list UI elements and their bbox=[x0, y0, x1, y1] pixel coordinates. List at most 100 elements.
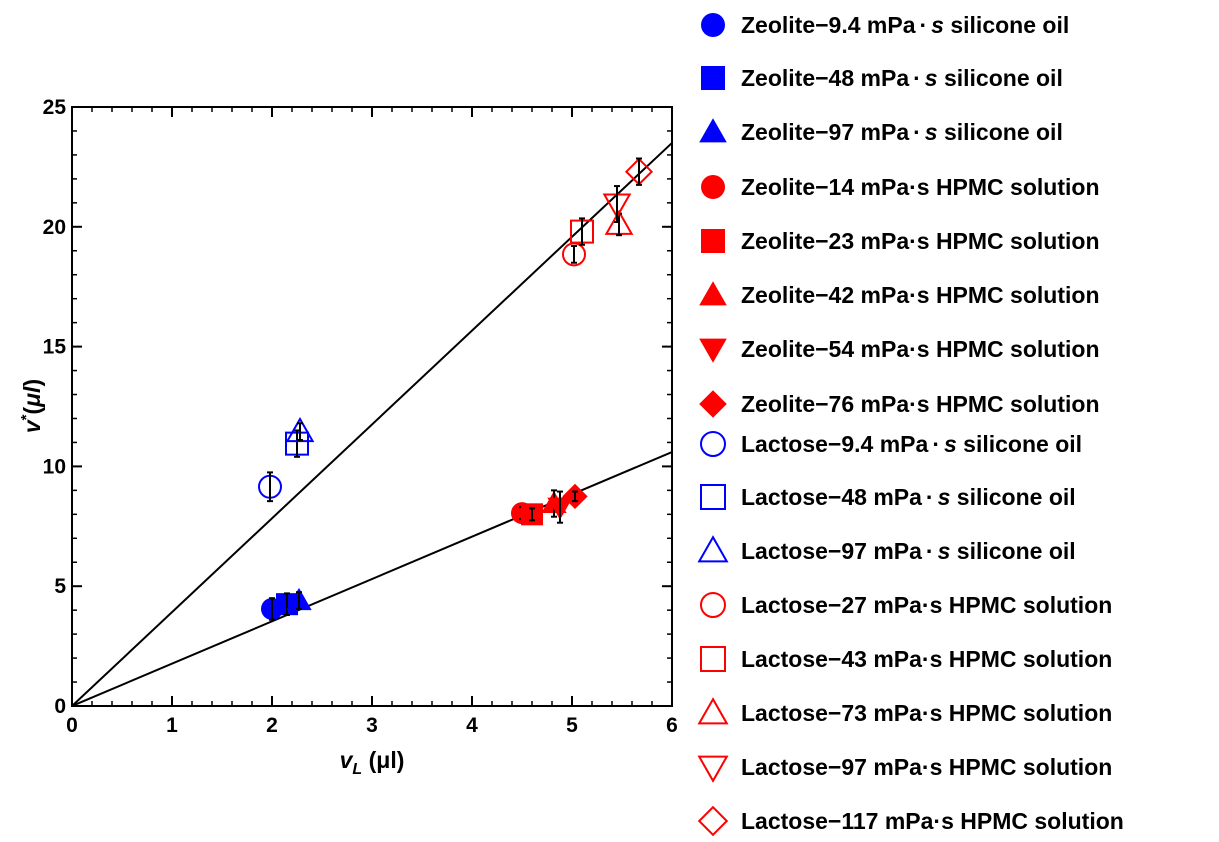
data-points bbox=[258, 157, 654, 621]
legend-diamond-icon bbox=[699, 390, 727, 418]
legend-label: Lactose−48 mPa · s silicone oil bbox=[741, 484, 1076, 511]
legend-label-dot: · bbox=[925, 537, 934, 564]
legend-square-icon bbox=[700, 484, 726, 510]
legend-marker-triangle-down bbox=[699, 338, 727, 363]
x-tick-label: 0 bbox=[66, 714, 78, 737]
legend-label-italic: s bbox=[937, 537, 951, 564]
legend-label-italic: s bbox=[937, 483, 951, 510]
y-tick-label: 0 bbox=[54, 695, 66, 718]
legend-label-text: Lactose−9.4 mPa bbox=[741, 430, 929, 457]
plot-axes: 0 1 2 3 4 5 6 0 5 10 15 20 25 bbox=[43, 96, 678, 737]
legend-item: Zeolite−9.4 mPa · s silicone oil bbox=[697, 5, 1069, 45]
legend-marker-square bbox=[700, 646, 726, 672]
series-12 bbox=[562, 242, 586, 267]
y-tick-label: 20 bbox=[43, 216, 66, 239]
legend-marker-circle bbox=[701, 13, 725, 37]
legend-label-text: Lactose−97 mPa bbox=[741, 537, 922, 564]
series-11 bbox=[285, 416, 315, 443]
legend-label-text: Lactose−48 mPa bbox=[741, 483, 922, 510]
legend-item: Zeolite−48 mPa · s silicone oil bbox=[697, 58, 1063, 98]
legend-marker-triangle-up bbox=[697, 697, 729, 725]
legend-triangle-down-icon bbox=[699, 338, 727, 363]
legend-label: Zeolite−76 mPa·s HPMC solution bbox=[741, 391, 1100, 418]
legend-label: Zeolite−23 mPa·s HPMC solution bbox=[741, 228, 1100, 255]
legend-label-text: Zeolite−42 mPa·s HPMC solution bbox=[741, 281, 1100, 308]
y-tick-label: 10 bbox=[43, 455, 66, 478]
legend-label: Lactose−43 mPa·s HPMC solution bbox=[741, 646, 1112, 673]
legend-label-text: Lactose−97 mPa·s HPMC solution bbox=[741, 753, 1113, 780]
legend-square-icon bbox=[701, 66, 725, 90]
series-13 bbox=[570, 217, 594, 246]
legend-triangle-up-icon bbox=[697, 535, 729, 563]
legend-label-italic: s bbox=[943, 430, 957, 457]
y-tick-label: 25 bbox=[43, 96, 67, 119]
legend-label-italic: s bbox=[924, 118, 938, 145]
legend-label-text: Zeolite−48 mPa bbox=[741, 64, 910, 91]
legend-label: Lactose−9.4 mPa · s silicone oil bbox=[741, 431, 1082, 458]
legend-label-suffix: silicone oil bbox=[950, 483, 1076, 510]
legend-item: Zeolite−54 mPa·s HPMC solution bbox=[697, 329, 1100, 369]
legend-label-text: Lactose−27 mPa·s HPMC solution bbox=[741, 591, 1113, 618]
legend-label: Zeolite−9.4 mPa · s silicone oil bbox=[741, 12, 1069, 39]
legend-marker-triangle-down bbox=[697, 755, 729, 783]
legend-label-text: Zeolite−54 mPa·s HPMC solution bbox=[741, 335, 1100, 362]
legend-label-text: Lactose−117 mPa·s HPMC solution bbox=[741, 807, 1124, 834]
legend-marker-circle bbox=[700, 592, 726, 618]
legend-label-text: Zeolite−97 mPa bbox=[741, 118, 910, 145]
triangle-up-point bbox=[285, 416, 315, 443]
legend-label: Zeolite−54 mPa·s HPMC solution bbox=[741, 336, 1100, 363]
legend-square-icon bbox=[700, 646, 726, 672]
legend-item: Zeolite−76 mPa·s HPMC solution bbox=[697, 384, 1100, 424]
series-7 bbox=[547, 490, 573, 524]
scatter-plot: 0 1 2 3 4 5 6 0 5 10 15 20 25 vL (μl) v*(μl) bbox=[18, 96, 678, 778]
legend-item: Lactose−117 mPa·s HPMC solution bbox=[697, 801, 1124, 841]
legend-label: Zeolite−48 mPa · s silicone oil bbox=[741, 65, 1063, 92]
legend-marker-triangle-up bbox=[699, 118, 727, 143]
x-tick-label: 6 bbox=[666, 714, 678, 737]
x-axis-title: vL (μl) bbox=[340, 747, 405, 778]
legend-item: Lactose−73 mPa·s HPMC solution bbox=[697, 693, 1112, 733]
legend-label: Zeolite−97 mPa · s silicone oil bbox=[741, 119, 1063, 146]
legend-label: Lactose−97 mPa·s HPMC solution bbox=[741, 754, 1112, 781]
legend-triangle-up-icon bbox=[697, 697, 729, 725]
x-tick-label: 4 bbox=[466, 714, 478, 737]
legend-marker-square bbox=[700, 484, 726, 510]
legend-marker-triangle-up bbox=[699, 281, 727, 306]
legend-marker-triangle-up bbox=[697, 535, 729, 563]
legend-label-dot: · bbox=[913, 64, 921, 91]
legend-marker-square bbox=[701, 66, 725, 90]
legend-item: Lactose−97 mPa·s HPMC solution bbox=[697, 747, 1112, 787]
legend-circle-icon bbox=[700, 592, 726, 618]
legend-marker-circle bbox=[701, 175, 725, 199]
legend-label-suffix: silicone oil bbox=[937, 118, 1063, 145]
fit-line-2 bbox=[72, 451, 672, 706]
legend-label-suffix: silicone oil bbox=[937, 64, 1063, 91]
x-tick-label: 3 bbox=[366, 714, 378, 737]
legend-item: Zeolite−14 mPa·s HPMC solution bbox=[697, 167, 1100, 207]
legend-item: Lactose−48 mPa · s silicone oil bbox=[697, 477, 1076, 517]
legend-label-suffix: silicone oil bbox=[943, 11, 1070, 38]
legend-label-text: Lactose−43 mPa·s HPMC solution bbox=[741, 645, 1113, 672]
x-tick-label: 1 bbox=[166, 714, 178, 737]
legend-label: Lactose−73 mPa·s HPMC solution bbox=[741, 700, 1112, 727]
legend-marker-square bbox=[701, 229, 725, 253]
series-16 bbox=[624, 157, 654, 186]
legend-label-suffix: silicone oil bbox=[950, 537, 1076, 564]
legend-triangle-down-icon bbox=[697, 755, 729, 783]
legend-label-suffix: silicone oil bbox=[956, 430, 1083, 457]
legend-item: Lactose−97 mPa · s silicone oil bbox=[697, 531, 1076, 571]
y-axis-title: v*(μl) bbox=[18, 379, 45, 433]
legend-label-italic: s bbox=[931, 11, 944, 38]
legend-label-text: Zeolite−76 mPa·s HPMC solution bbox=[741, 390, 1100, 417]
legend-item: Zeolite−42 mPa·s HPMC solution bbox=[697, 275, 1100, 315]
legend-label: Lactose−27 mPa·s HPMC solution bbox=[741, 592, 1112, 619]
legend-item: Lactose−9.4 mPa · s silicone oil bbox=[697, 424, 1082, 464]
x-tick-label: 2 bbox=[266, 714, 278, 737]
y-tick-label: 15 bbox=[43, 336, 67, 359]
legend-item: Zeolite−97 mPa · s silicone oil bbox=[697, 112, 1063, 152]
legend-label: Lactose−117 mPa·s HPMC solution bbox=[741, 808, 1124, 835]
legend-circle-icon bbox=[701, 13, 725, 37]
series-10 bbox=[285, 429, 309, 458]
legend-label-dot: · bbox=[925, 483, 934, 510]
y-tick-label: 5 bbox=[54, 575, 66, 598]
